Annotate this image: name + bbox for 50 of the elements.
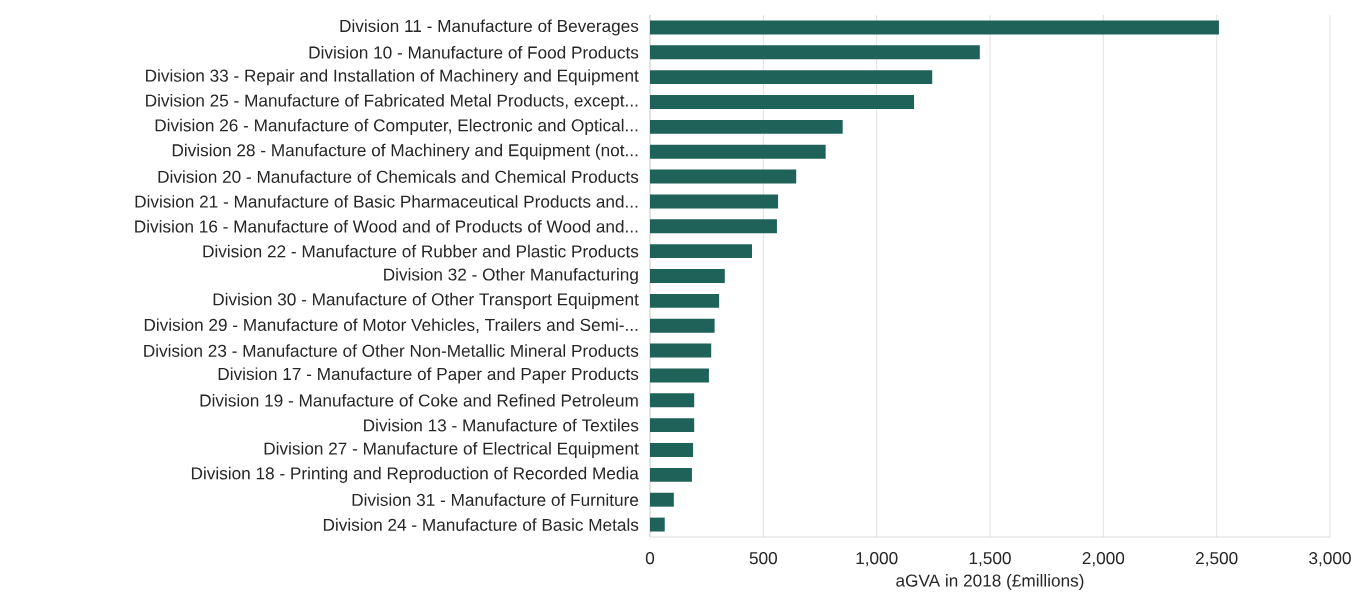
bar: [650, 119, 843, 134]
bar: [650, 517, 665, 532]
bar: [650, 443, 694, 457]
y-tick-label: Division 31 - Manufacture of Furniture: [352, 493, 639, 507]
y-tick-label: Division 18 - Printing and Reproduction of Recorded Media: [191, 466, 639, 483]
bar: [650, 219, 777, 234]
y-tick-label: Division 22 - Manufacture of Rubber and Plastic Products: [203, 244, 639, 258]
y-tick-label: Division 27 - Manufacture of Electrical Equipment: [264, 442, 639, 459]
x-tick-label: 1,000: [856, 552, 898, 567]
y-tick-label: Division 19 - Manufacture of Coke and Refined Petroleum: [200, 393, 638, 407]
x-tick-label: 1,500: [969, 552, 1011, 567]
bar: [650, 293, 720, 308]
bar: [650, 70, 933, 85]
y-tick-label: Division 25 - Manufacture of Fabricated Metal Products, except...: [146, 94, 638, 111]
x-axis-title: aGVA in 2018 (£millions): [896, 574, 1084, 591]
bar: [650, 467, 692, 482]
bar: [650, 169, 797, 184]
y-tick-label: Division 28 - Manufacture of Machinery and Equipment (not...: [172, 143, 638, 160]
bar: [650, 418, 695, 433]
x-tick-label: 0: [645, 552, 655, 565]
bar: [650, 343, 712, 358]
bar: [650, 20, 1219, 35]
y-tick-label: Division 21 - Manufacture of Basic Pharmaceutical Products and...: [135, 195, 638, 208]
bar: [650, 492, 674, 507]
bar: [650, 95, 915, 109]
y-tick-label: Division 29 - Manufacture of Motor Vehicles, Trailers and Semi-...: [144, 318, 638, 334]
bar: [650, 393, 695, 408]
x-tick-label: 3,000: [1309, 552, 1351, 567]
y-tick-label: Division 23 - Manufacture of Other Non-Metallic Mineral Products: [144, 344, 639, 357]
x-tick-label: 2,000: [1082, 552, 1125, 567]
bar: [650, 45, 980, 60]
y-tick-label: Division 32 - Other Manufacturing: [384, 268, 638, 285]
x-tick-label: 2,500: [1196, 552, 1238, 567]
bar: [650, 269, 725, 283]
y-tick-label: Division 24 - Manufacture of Basic Metals: [323, 518, 639, 531]
bar: [650, 318, 715, 333]
x-tick-label: 500: [749, 552, 777, 565]
y-tick-label: Division 30 - Manufacture of Other Transport Equipment: [213, 292, 639, 309]
y-tick-label: Division 17 - Manufacture of Paper and Paper Products: [218, 367, 639, 384]
y-tick-label: Division 26 - Manufacture of Computer, Electronic and Optical...: [155, 118, 638, 135]
bar: [650, 244, 753, 259]
bar: [650, 194, 779, 209]
y-tick-label: Division 13 - Manufacture of Textiles: [364, 418, 639, 432]
bar: [650, 368, 709, 383]
y-tick-label: Division 33 - Repair and Installation of Machinery and Equipment: [146, 69, 639, 86]
y-tick-label: Division 10 - Manufacture of Food Products: [309, 45, 639, 59]
y-tick-label: Division 11 - Manufacture of Beverages: [340, 19, 639, 36]
y-tick-label: Division 16 - Manufacture of Wood and of Products of Wood and...: [135, 219, 638, 233]
y-tick-label: Division 20 - Manufacture of Chemicals and Chemical Products: [158, 170, 639, 183]
bar: [650, 144, 826, 159]
